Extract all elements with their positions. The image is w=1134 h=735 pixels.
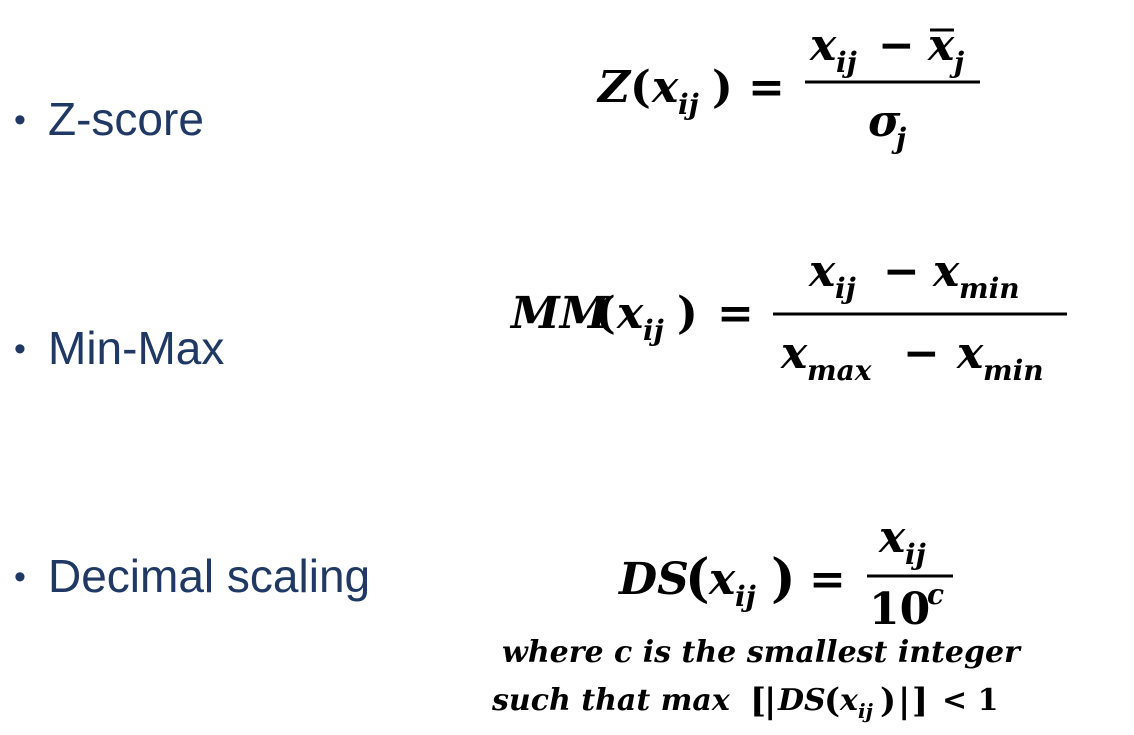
decimal-note-sub: ij	[858, 699, 874, 723]
minmax-equals: =	[717, 288, 754, 339]
minmax-num-sub2: min	[959, 272, 1020, 305]
zscore-open-paren: (	[630, 62, 651, 113]
decimal-note-func: DS	[777, 683, 826, 718]
decimal-den-exp: c	[927, 578, 944, 611]
decimal-note: where c is the smallest integer such tha…	[491, 635, 1022, 723]
minmax-lhs-func: MM	[509, 288, 610, 339]
decimal-note-line1: where c is the smallest integer	[502, 635, 1022, 670]
bullet-zscore: • Z-score	[14, 96, 204, 142]
zscore-close-paren: )	[712, 62, 733, 113]
minmax-lhs-sub: ij	[643, 314, 664, 347]
decimal-formula: DS ( x ij ) = x ij 10 c	[617, 512, 953, 635]
bullet-dot: •	[14, 101, 26, 139]
decimal-lhs-sub: ij	[735, 580, 756, 613]
bullet-dot: •	[14, 330, 26, 368]
minmax-num-var2: x	[932, 246, 960, 297]
minmax-den-sub2: min	[983, 354, 1044, 387]
decimal-num-sub: ij	[905, 538, 926, 571]
minmax-formula: MM ( x ij ) = x ij − x min x max − x min	[509, 246, 1067, 387]
zscore-equals: =	[748, 62, 785, 113]
decimal-note-var: x	[839, 683, 859, 718]
bullet-label-decimal: Decimal scaling	[48, 550, 371, 602]
minmax-num-var1: x	[808, 246, 836, 297]
bullet-dot: •	[14, 558, 26, 596]
zscore-num-var2: x	[927, 20, 955, 71]
decimal-lhs-func: DS	[617, 554, 689, 605]
decimal-note-open-paren: (	[824, 681, 840, 721]
bullet-minmax: • Min-Max	[14, 325, 224, 371]
decimal-note-open-abs: |	[764, 681, 776, 721]
bullet-decimal: • Decimal scaling	[14, 553, 370, 599]
decimal-note-open-bracket: [	[750, 681, 766, 721]
decimal-note-close-bracket: ]	[912, 681, 928, 721]
decimal-note-close-abs: |	[898, 681, 910, 721]
minmax-den-var2: x	[956, 328, 984, 379]
decimal-lhs-var: x	[708, 554, 736, 605]
minmax-den-minus: −	[903, 328, 940, 379]
minmax-num-minus: −	[883, 246, 920, 297]
decimal-note-close-paren: )	[880, 681, 896, 721]
decimal-open-paren: (	[685, 548, 710, 609]
zscore-lhs-func: Z	[596, 62, 632, 113]
minmax-lhs-var: x	[616, 288, 644, 339]
zscore-num-sub1: ij	[836, 46, 857, 79]
bullet-label-zscore: Z-score	[48, 93, 204, 145]
minmax-close-paren: )	[677, 288, 698, 339]
minmax-num-sub1: ij	[835, 272, 856, 305]
zscore-formula: Z ( x ij ) = x ij − x j σ j	[596, 20, 980, 155]
zscore-lhs-var: x	[651, 62, 679, 113]
zscore-lhs-sub: ij	[678, 88, 699, 121]
minmax-den-var1: x	[780, 328, 808, 379]
bullet-label-minmax: Min-Max	[48, 322, 225, 374]
zscore-num-minus: −	[878, 20, 915, 71]
decimal-note-line2-prefix: such that max	[491, 683, 731, 718]
zscore-num-var1: x	[809, 20, 837, 71]
decimal-num-var: x	[878, 512, 906, 563]
decimal-den-base: 10	[869, 584, 930, 635]
decimal-note-relation: < 1	[942, 683, 998, 718]
minmax-open-paren: (	[595, 288, 616, 339]
minmax-den-sub1: max	[807, 354, 872, 387]
zscore-den-var: σ	[868, 96, 901, 147]
decimal-equals: =	[809, 554, 846, 605]
decimal-close-paren: )	[771, 548, 796, 609]
